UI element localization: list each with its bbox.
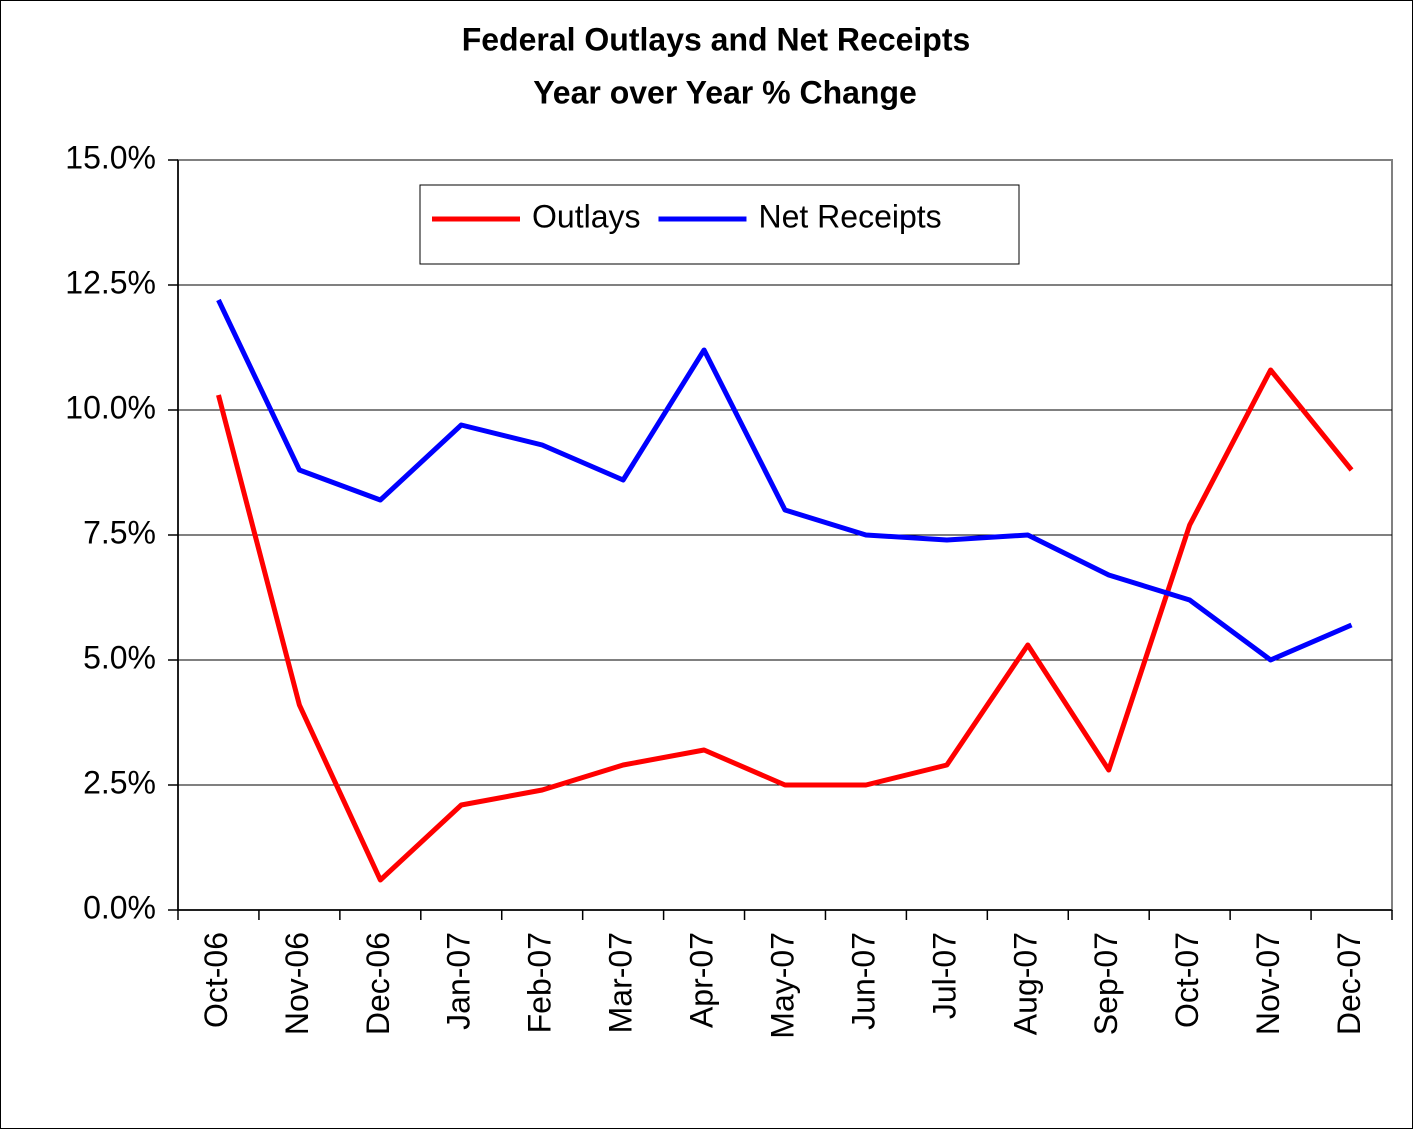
series-line (216, 367, 1354, 883)
x-tick-label: Jul-07 (926, 932, 962, 1019)
x-tick-label: Feb-07 (522, 932, 558, 1033)
x-tick-label: Oct-07 (1169, 932, 1205, 1028)
legend-label: Net Receipts (758, 198, 941, 234)
y-tick-label: 12.5% (65, 264, 156, 300)
series-line (216, 298, 1353, 663)
legend-label: Outlays (532, 198, 640, 234)
x-tick-label: Dec-06 (360, 932, 396, 1035)
y-tick-label: 0.0% (83, 889, 156, 925)
legend-box (419, 184, 1020, 265)
y-tick-label: 10.0% (65, 389, 156, 425)
x-tick-label: Nov-06 (279, 932, 315, 1035)
x-tick-label: Nov-07 (1250, 932, 1286, 1035)
x-tick-label: May-07 (764, 932, 800, 1039)
x-tick-label: Jan-07 (441, 932, 477, 1030)
y-tick-label: 5.0% (83, 639, 156, 675)
y-tick-label: 15.0% (65, 139, 156, 175)
x-tick-label: Oct-06 (198, 932, 234, 1028)
x-tick-label: Mar-07 (603, 932, 639, 1033)
x-tick-label: Apr-07 (684, 932, 720, 1028)
chart-title: Federal Outlays and Net Receipts (462, 21, 971, 57)
x-tick-label: Aug-07 (1007, 932, 1043, 1035)
x-tick-label: Dec-07 (1331, 932, 1367, 1035)
x-tick-label: Sep-07 (1088, 932, 1124, 1035)
chart-subtitle: Year over Year % Change (533, 74, 917, 110)
x-tick-label: Jun-07 (845, 932, 881, 1030)
y-tick-label: 2.5% (83, 764, 156, 800)
y-tick-label: 7.5% (83, 514, 156, 550)
